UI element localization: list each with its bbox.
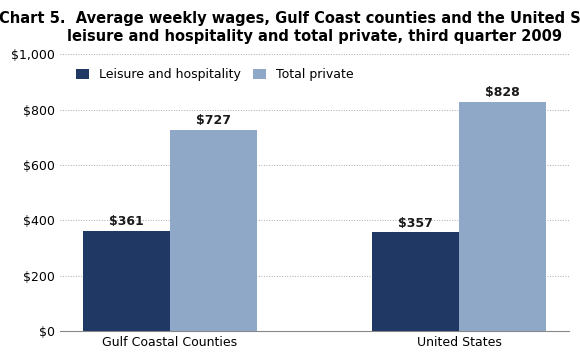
Bar (459, 102, 546, 331)
Text: $361: $361 (109, 215, 144, 228)
Title: Chart 5.  Average weekly wages, Gulf Coast counties and the United States,
leisu: Chart 5. Average weekly wages, Gulf Coas… (0, 11, 580, 44)
Text: $828: $828 (485, 86, 520, 99)
Text: $727: $727 (195, 114, 231, 127)
Bar (372, 232, 459, 331)
Legend: Leisure and hospitality, Total private: Leisure and hospitality, Total private (71, 63, 358, 86)
Text: $357: $357 (398, 216, 433, 230)
Bar (170, 130, 256, 331)
Bar (83, 231, 170, 331)
